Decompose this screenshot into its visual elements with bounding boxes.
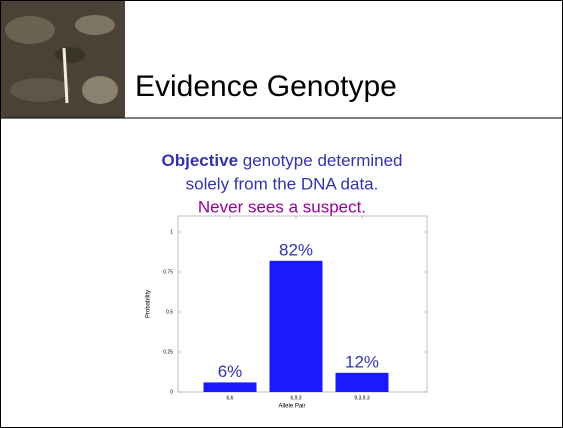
y-tick-label: 0 <box>170 389 173 395</box>
value-label: 6% <box>218 362 243 381</box>
y-tick-label: 0.5 <box>166 309 173 315</box>
value-label: 82% <box>279 240 313 259</box>
photo <box>1 1 125 118</box>
body-text: genotype determined <box>243 151 403 170</box>
y-tick-label: 1 <box>170 229 173 235</box>
body-line: solely from the DNA data. <box>186 174 379 193</box>
x-tick-label: 6,6 <box>227 395 234 401</box>
x-tick-label: 9.3,9.3 <box>354 395 370 401</box>
bar <box>335 372 389 392</box>
bold-word: Objective <box>161 151 238 170</box>
y-tick-label: 0.75 <box>163 269 173 275</box>
body-line: Objective genotype determined <box>161 151 402 170</box>
x-axis-label: Allele Pair <box>278 404 305 410</box>
y-tick-label: 0.25 <box>163 349 173 355</box>
value-label: 12% <box>345 352 379 371</box>
slide-title: Evidence Genotype <box>135 70 397 103</box>
bar <box>203 382 257 392</box>
bar <box>269 260 323 392</box>
body-line: Never sees a suspect. <box>198 197 366 216</box>
y-axis-label: Probability <box>146 290 152 318</box>
x-tick-label: 6,9.3 <box>290 395 301 401</box>
